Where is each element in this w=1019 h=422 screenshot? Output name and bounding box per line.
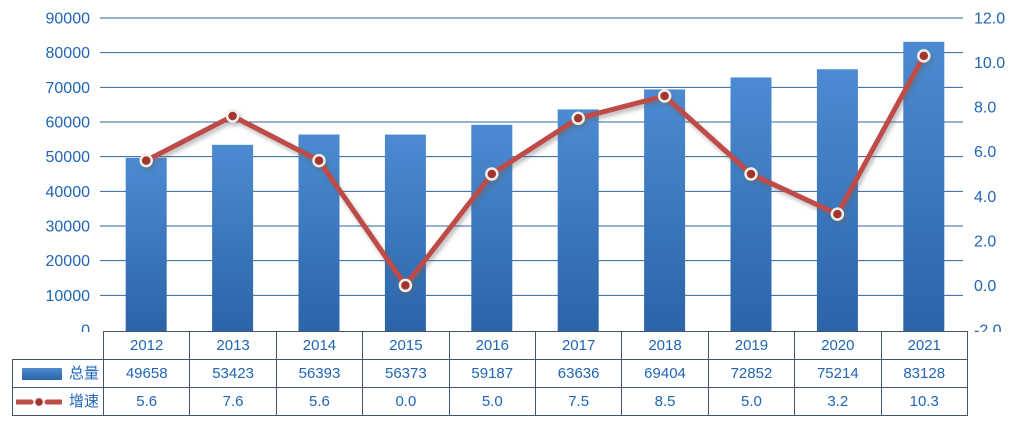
growth-value-2018: 8.5 (621, 387, 709, 416)
total-value-2021: 83128 (880, 359, 968, 388)
growth-line-group (139, 49, 931, 293)
legend-key-growth: 增速 (12, 387, 104, 416)
line-marker-2014 (312, 153, 326, 168)
total-value-2018: 69404 (621, 359, 709, 388)
growth-value-2016: 5.0 (448, 387, 536, 416)
right-axis-tick-label: 10.0 (974, 55, 1005, 72)
left-axis-tick-label: 40000 (46, 184, 91, 201)
bar-2016 (471, 124, 513, 332)
total-value-2016: 59187 (448, 359, 536, 388)
left-axis-tick-label: 30000 (46, 219, 91, 236)
line-marker-2020 (830, 207, 845, 221)
bar-2017 (557, 109, 599, 331)
line-marker-icon (15, 396, 62, 407)
series-label: 总量 (68, 365, 99, 382)
total-value-2012: 49658 (102, 359, 191, 388)
total-value-2019: 72852 (707, 359, 796, 388)
growth-value-2013: 7.6 (189, 387, 277, 416)
line-marker-2015 (398, 278, 413, 293)
growth-value-2019: 5.0 (707, 387, 796, 416)
line-marker-2019 (744, 167, 758, 181)
line-marker-2016 (485, 167, 499, 181)
right-axis-tick-label: 8.0 (974, 100, 996, 117)
combo-chart-canvas: 0 10000 20000 30000 40000 50000 60000 70000 8000… (46, 11, 1006, 333)
total-value-2013: 53423 (189, 359, 277, 388)
right-axis-tick-label: 0.0 (974, 278, 996, 295)
line-marker-2013 (225, 109, 240, 123)
data-table: 2012 2013 2014 2015 2016 2017 2018 2019 2020 2021… (12, 331, 968, 416)
growth-value-2020: 3.2 (794, 387, 882, 416)
bar-2012 (125, 157, 167, 331)
bar-2018 (644, 89, 686, 331)
year-header: 2012 (102, 331, 191, 360)
growth-value-2015: 0.0 (362, 387, 450, 416)
series-label: 增速 (68, 393, 99, 410)
year-header: 2014 (275, 331, 364, 360)
line-marker-2018 (657, 89, 672, 103)
bar-2013 (212, 144, 254, 331)
right-axis-tick-label: 2.0 (974, 233, 996, 250)
total-value-2014: 56393 (275, 359, 364, 388)
total-value-2020: 75214 (794, 359, 882, 388)
growth-value-2012: 5.6 (102, 387, 191, 416)
table-corner-blank (13, 332, 104, 360)
year-header: 2015 (362, 331, 450, 360)
bar-2015 (384, 134, 426, 331)
growth-value-2014: 5.6 (275, 387, 364, 416)
line-marker-2012 (139, 153, 153, 168)
year-header: 2017 (534, 331, 623, 360)
year-header: 2021 (880, 331, 968, 360)
bar-2019 (730, 77, 772, 331)
left-axis-tick-label: 20000 (46, 253, 91, 270)
year-header: 2016 (448, 331, 536, 360)
right-axis-tick-label: 4.0 (974, 189, 996, 206)
left-axis-tick-label: 70000 (46, 80, 91, 97)
right-axis-tick-label: 12.0 (974, 11, 1005, 28)
growth-value-2017: 7.5 (534, 387, 623, 416)
growth-value-2021: 10.3 (880, 387, 968, 416)
total-value-2017: 63636 (534, 359, 623, 388)
left-axis-tick-label: 0 (81, 323, 90, 333)
right-axis-tick-label: -2.0 (974, 323, 1002, 333)
bar-swatch-icon (21, 367, 62, 380)
year-header: 2019 (707, 331, 796, 360)
legend-key-total: 总量 (12, 359, 104, 388)
left-axis-tick-label: 80000 (46, 45, 91, 62)
bar-2020 (816, 69, 858, 332)
left-axis-tick-label: 90000 (46, 11, 91, 28)
left-axis-tick-label: 50000 (46, 149, 91, 166)
line-marker-2021 (917, 49, 931, 63)
year-header: 2018 (621, 331, 709, 360)
year-header: 2013 (189, 331, 277, 360)
total-value-2015: 56373 (362, 359, 450, 388)
bar-2021 (903, 41, 945, 331)
right-axis-tick-label: 6.0 (974, 144, 996, 161)
year-header: 2020 (794, 331, 882, 360)
line-marker-2017 (571, 111, 585, 126)
left-axis-tick-label: 10000 (46, 288, 91, 305)
left-axis-tick-label: 60000 (46, 115, 91, 132)
growth-line (143, 53, 927, 288)
